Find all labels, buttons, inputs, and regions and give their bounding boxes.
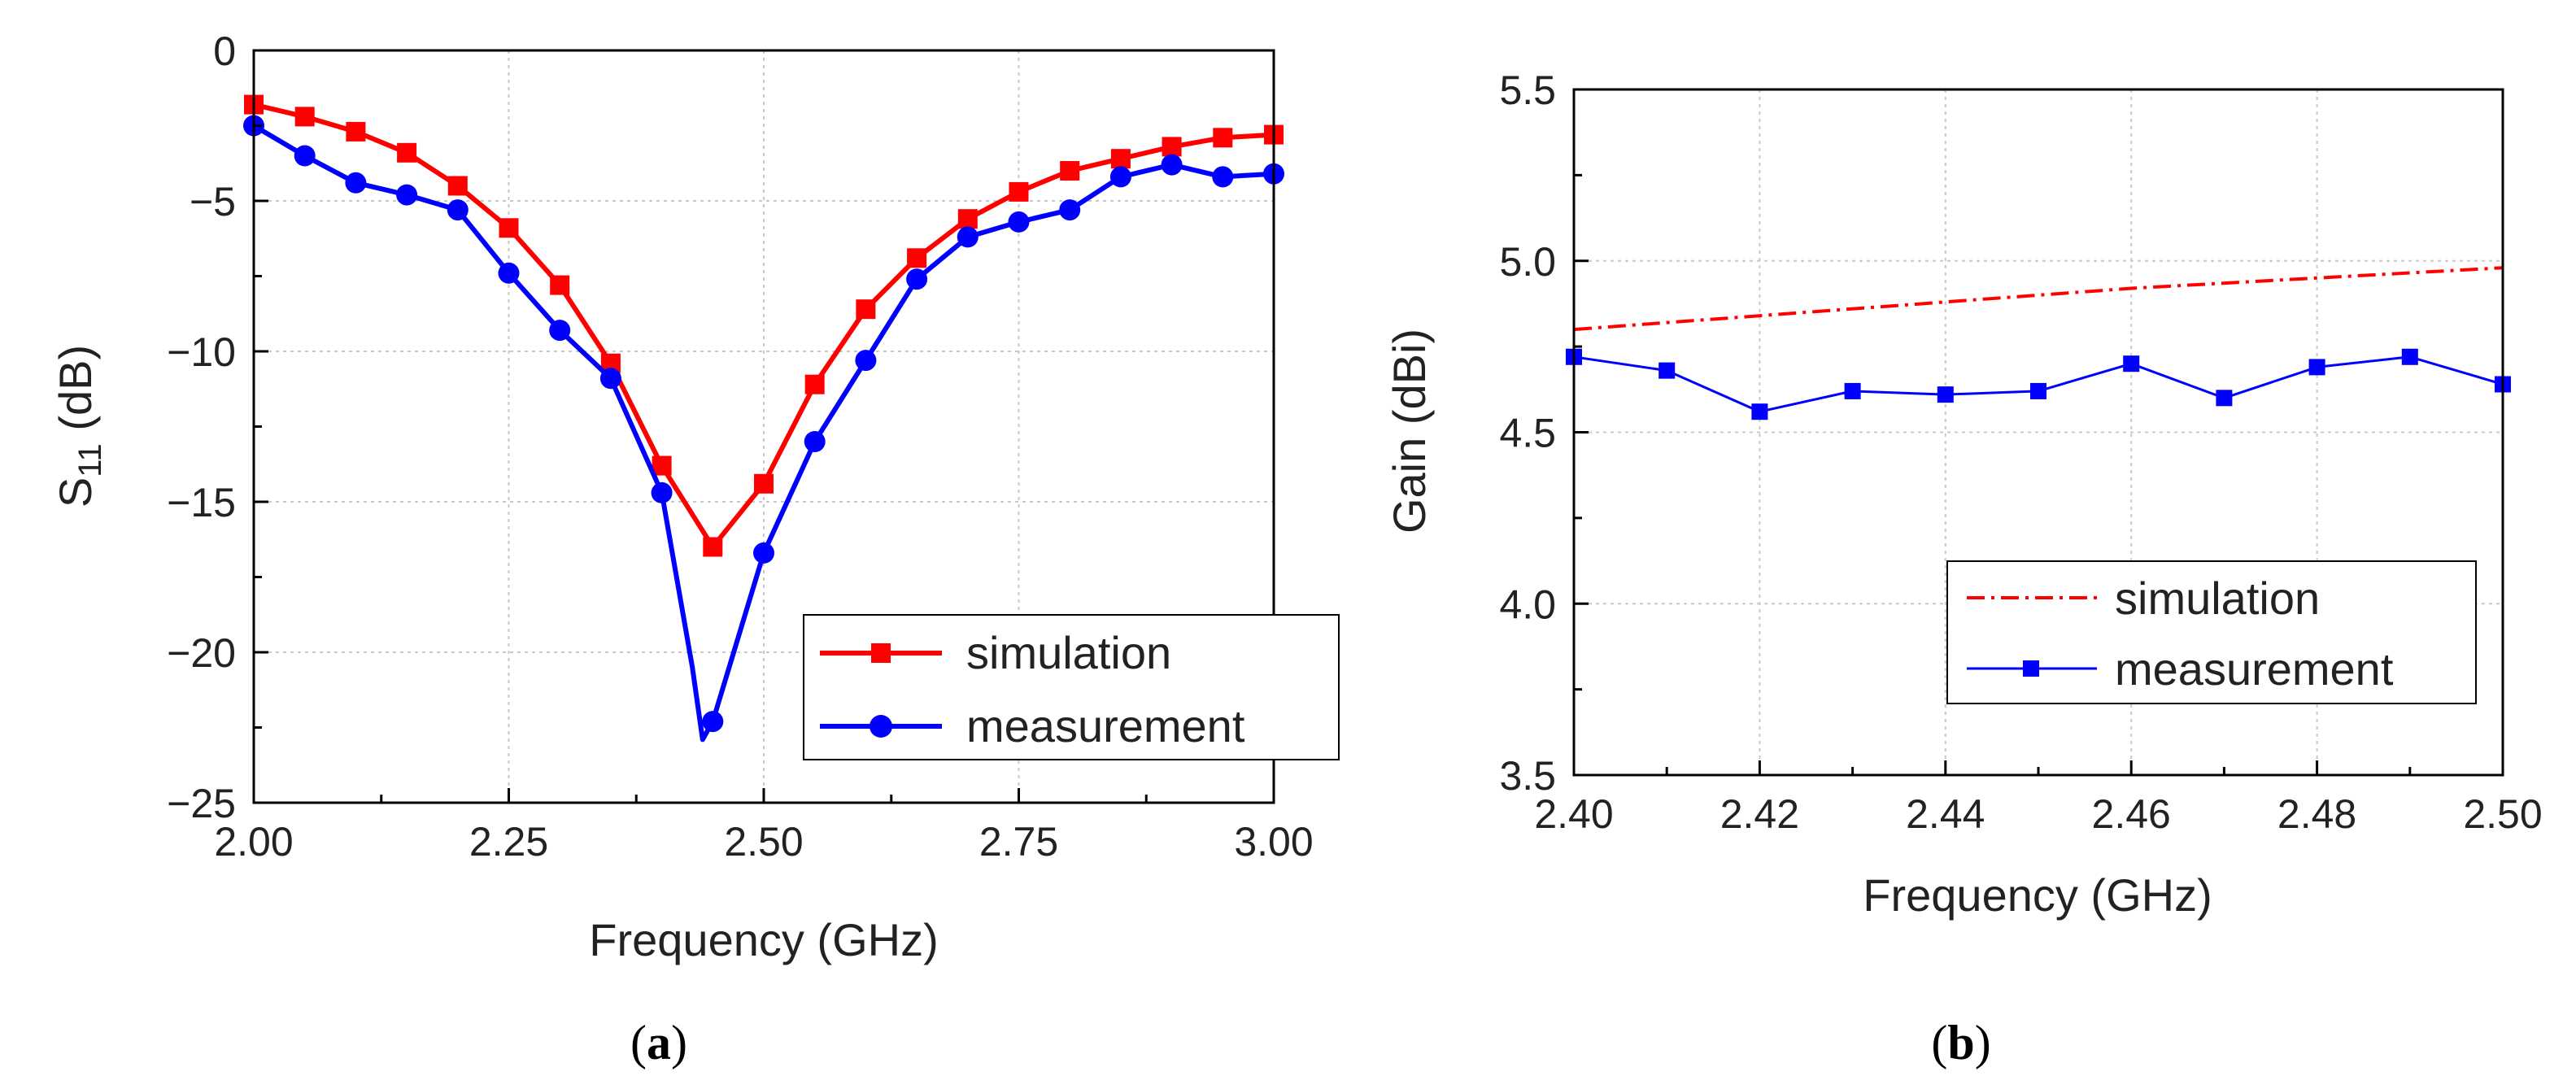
chart-b-x-tick-label: 2.48 [2277, 791, 2356, 837]
chart-b-measurement-point [2123, 355, 2140, 372]
chart-a-legend-box [803, 614, 1340, 760]
chart-b-ticks: 2.40 2.42 2.44 2.46 2.48 2.50 3.5 4.0 4.5 5.0 5.5 [1499, 68, 2542, 837]
chart-a-y-axis-label: S11 (dB) [50, 345, 108, 507]
chart-a-x-tick-label: 2.00 [214, 819, 293, 865]
chart-a-y-tick-label: −25 [167, 781, 236, 826]
chart-a-simulation-point [550, 275, 570, 295]
chart-a-y-tick-label: −10 [167, 329, 236, 375]
chart-a-measurement-point [294, 145, 316, 167]
chart-b-y-tick-label: 5.0 [1499, 239, 1556, 285]
chart-a-y-label-sub: 11 [72, 443, 108, 477]
chart-a-simulation-point [703, 537, 723, 557]
chart-b-legend-meas-label: measurement [2115, 643, 2394, 695]
chart-b-y-tick-label: 4.0 [1499, 582, 1556, 627]
chart-b-x-tick-label: 2.42 [1720, 791, 1799, 837]
chart-b-series [1566, 266, 2511, 420]
chart-a-measurement-point [804, 431, 826, 452]
chart-b-caption-letter: b [1947, 1016, 1974, 1069]
chart-a-measurement-point [1109, 166, 1131, 188]
chart-a-measurement-point [549, 320, 571, 342]
chart-a-measurement-point [1008, 211, 1030, 233]
chart-a-simulation-point [1213, 128, 1233, 148]
chart-a-simulation-point [856, 299, 876, 320]
chart-b-x-axis-label: Frequency (GHz) [1863, 869, 2212, 921]
chart-a-measurement-point [855, 350, 877, 372]
chart-a-measurement-point [702, 711, 724, 733]
chart-a-measurement-point [1059, 199, 1081, 221]
chart-a-x-axis-label: Frequency (GHz) [589, 914, 938, 965]
chart-b-y-axis-label: Gain (dBi) [1384, 329, 1435, 534]
chart-a-measurement-point [498, 262, 520, 284]
chart-a-caption: (a) [630, 1016, 687, 1069]
chart-a-legend-sim-marker [871, 643, 891, 663]
chart-b-legend-sim-label: simulation [2115, 573, 2320, 624]
chart-a-measurement-point [957, 226, 979, 248]
chart-a-measurement-point [906, 268, 928, 290]
chart-b-y-tick-label: 3.5 [1499, 753, 1556, 799]
chart-b-caption: (b) [1931, 1016, 1990, 1069]
chart-a-legend-meas-marker [870, 715, 892, 738]
chart-a-y-tick-label: 0 [213, 28, 236, 74]
chart-a-x-tick-label: 2.75 [979, 819, 1058, 865]
chart-a-measurement-point [599, 368, 621, 390]
chart-a-simulation-point [754, 473, 774, 494]
chart-b-measurement-point [2030, 382, 2046, 399]
chart-b-x-tick-label: 2.46 [2092, 791, 2171, 837]
chart-a-simulation-point [1009, 181, 1029, 202]
chart-b-legend: simulation measurement [1946, 560, 2477, 704]
chart-a-legend: simulation measurement [803, 614, 1340, 760]
chart-a-simulation-point [1110, 149, 1131, 169]
chart-a-simulation-point [957, 209, 978, 229]
chart-b-y-tick-label: 4.5 [1499, 411, 1556, 456]
chart-b: 2.40 2.42 2.44 2.46 2.48 2.503.54.04.55.05.5 … [1384, 68, 2543, 1069]
chart-a-measurement-point [447, 199, 469, 221]
chart-a-measurement-point [396, 184, 418, 206]
chart-a-measurement-point [345, 172, 367, 194]
chart-a-caption-letter: a [647, 1016, 671, 1069]
chart-a-legend-meas-label: measurement [966, 700, 1245, 751]
chart-a-simulation-point [499, 218, 519, 238]
chart-b-y-tick-label: 5.5 [1499, 68, 1556, 113]
chart-a-ticks: 2.00 2.25 2.50 2.75 3.00 0 −5 −10 −15 −20 −25 [167, 28, 1313, 865]
chart-b-measurement-point [1658, 362, 1676, 379]
chart-b-measurement-point [1844, 382, 1861, 399]
chart-b-x-tick-label: 2.50 [2463, 791, 2542, 837]
chart-a-simulation-point [447, 176, 468, 196]
chart-b-measurement-point [2216, 390, 2233, 407]
chart-a-simulation-point [346, 121, 366, 142]
chart-a-y-tick-label: −20 [167, 630, 236, 676]
chart-a-x-tick-label: 3.00 [1234, 819, 1313, 865]
chart-b-x-tick-label: 2.40 [1534, 791, 1613, 837]
chart-a-simulation-point [294, 107, 315, 127]
chart-a-y-tick-label: −15 [167, 480, 236, 525]
chart-a-simulation-point [804, 374, 825, 394]
chart-b-measurement-point [1751, 403, 1768, 420]
chart-a-x-tick-label: 2.25 [469, 819, 548, 865]
chart-a-measurement-point [651, 481, 673, 503]
chart-a-x-tick-label: 2.50 [724, 819, 803, 865]
chart-a: 2.00 2.25 2.50 2.75 3.00 0 −5 −10 −15 −20 −25 Freq… [50, 28, 1340, 1069]
chart-b-measurement-point [2401, 348, 2418, 365]
chart-a-y-tick-label: −5 [190, 179, 236, 224]
chart-a-measurement-point [753, 542, 774, 564]
chart-b-measurement-point [2308, 359, 2325, 376]
chart-a-simulation-point [1060, 161, 1080, 181]
chart-a-legend-sim-label: simulation [966, 627, 1171, 678]
chart-b-x-tick-label: 2.44 [1906, 791, 1985, 837]
chart-a-simulation-point [1162, 137, 1182, 157]
chart-b-legend-meas-marker [2023, 660, 2039, 677]
chart-a-series [243, 94, 1284, 743]
chart-b-series-simulation-line [1573, 266, 2504, 332]
chart-b-legend-box [1946, 560, 2477, 704]
chart-a-simulation-point [907, 248, 927, 268]
chart-a-simulation-point [397, 142, 417, 163]
chart-a-measurement-point [1212, 166, 1234, 188]
chart-b-measurement-point [1937, 386, 1954, 403]
chart-a-y-label-main: S [50, 477, 101, 507]
chart-a-y-label-unit: (dB) [50, 345, 101, 443]
chart-a-measurement-point [1161, 154, 1183, 176]
